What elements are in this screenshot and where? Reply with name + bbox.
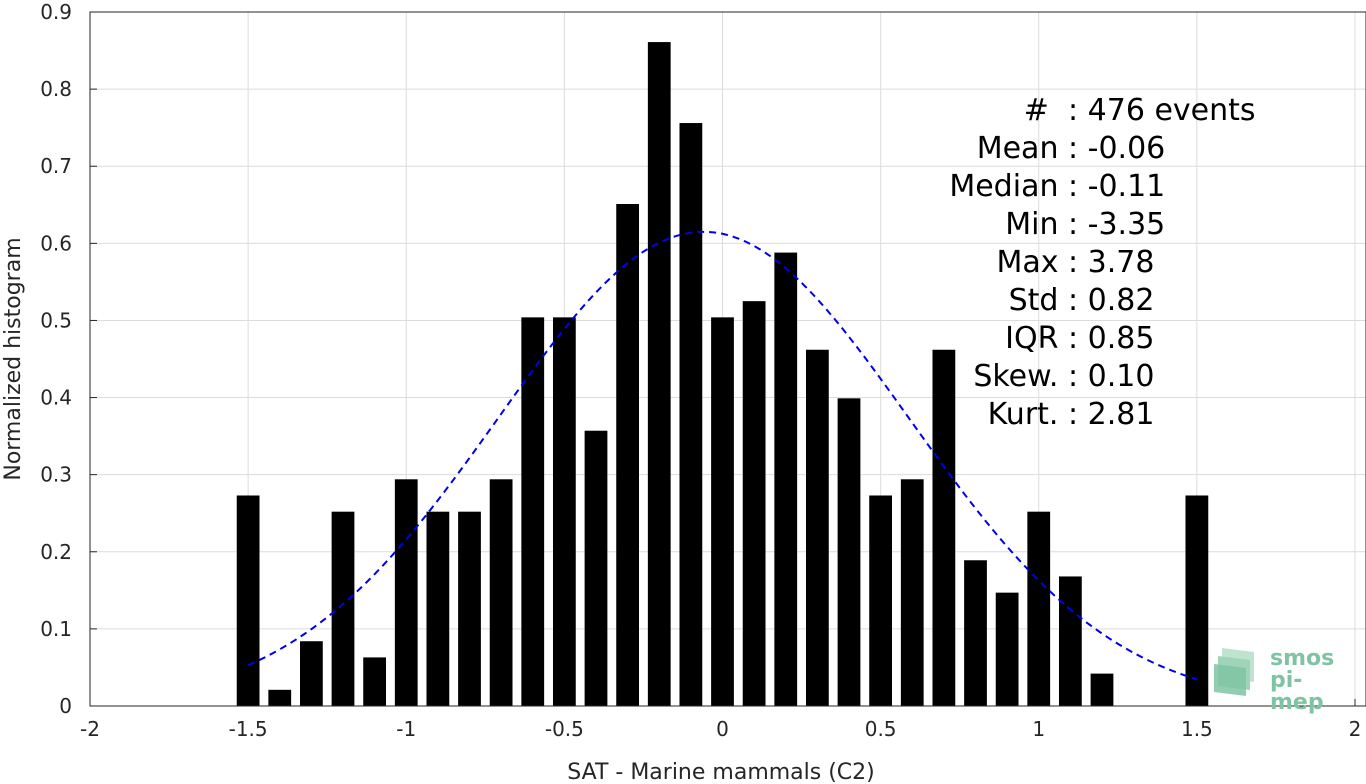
histogram-bar: [837, 398, 861, 706]
histogram-bar: [268, 689, 292, 706]
histogram-bar: [1058, 576, 1082, 706]
histogram-bar: [932, 349, 956, 706]
histogram-bar: [995, 592, 1019, 706]
histogram-bar: [679, 123, 703, 707]
stat-label: Skew.: [973, 359, 1068, 394]
stat-value: : -0.06: [1068, 131, 1166, 166]
stat-label: IQR: [1005, 321, 1068, 356]
stat-value: : 476 events: [1068, 93, 1256, 128]
histogram-bar: [900, 479, 924, 706]
y-tick-label: 0.4: [40, 386, 72, 410]
y-tick-label: 0.1: [40, 617, 72, 641]
histogram-bar: [1185, 495, 1209, 706]
x-tick-label: -2: [80, 717, 100, 741]
logo-line2: pi-mep: [1270, 668, 1324, 715]
stat-value: : 2.81: [1068, 397, 1155, 432]
histogram-bar: [426, 511, 450, 706]
logo-line1: smos: [1270, 646, 1335, 671]
y-axis-label: Normalized histogram: [1, 237, 26, 480]
histogram-bar: [552, 317, 576, 706]
x-tick-label: -0.5: [545, 717, 584, 741]
x-tick-labels: -2 -1.5 -1 -0.5 0 0.5 1 1.5 2: [80, 717, 1361, 741]
histogram-bar: [584, 430, 608, 706]
x-axis-label: SAT - Marine mammals (C2): [567, 760, 875, 784]
y-tick-label: 0.3: [40, 463, 72, 487]
stat-label: Std: [1008, 283, 1068, 318]
logo-mark-icon: [1214, 648, 1254, 696]
x-tick-label: -1.5: [229, 717, 268, 741]
stat-label: Kurt.: [987, 397, 1068, 432]
stat-label: Min: [1005, 207, 1068, 242]
x-tick-label: -1: [396, 717, 416, 741]
normal-fit-curve: [247, 230, 1198, 681]
x-tick-label: 0.5: [865, 717, 897, 741]
histogram-bar: [616, 204, 640, 707]
histogram-bar: [647, 42, 671, 706]
histogram-bar: [363, 657, 387, 706]
histogram-bar: [742, 301, 766, 706]
stat-value: : 0.10: [1068, 359, 1155, 394]
histogram-bar: [394, 479, 418, 706]
stat-label: Mean: [976, 131, 1068, 166]
y-tick-label: 0.7: [40, 154, 72, 178]
histogram-bar: [236, 495, 260, 706]
histogram-bar: [805, 349, 829, 706]
smos-pi-mep-logo: smos pi-mep: [1214, 642, 1354, 714]
x-tick-label: 0: [716, 717, 729, 741]
y-tick-label: 0.9: [40, 0, 72, 24]
histogram-bar: [1090, 673, 1114, 706]
histogram-bar: [869, 495, 893, 706]
stat-value: : 0.85: [1068, 321, 1155, 356]
y-tick-label: 0: [59, 694, 72, 718]
histogram-bar: [711, 317, 734, 706]
histogram-bar: [774, 252, 798, 706]
histogram-bar: [299, 641, 323, 706]
histogram-bar: [964, 560, 987, 706]
stat-label: Max: [996, 245, 1068, 280]
stat-value: : -0.11: [1068, 169, 1166, 204]
x-tick-label: 1: [1032, 717, 1045, 741]
histogram-bar: [458, 511, 481, 706]
y-tick-label: 0.2: [40, 540, 72, 564]
stat-value: : -3.35: [1068, 207, 1166, 242]
x-tick-label: 2: [1349, 717, 1362, 741]
stat-label: Median: [949, 169, 1068, 204]
y-tick-labels: 0 0.1 0.2 0.3 0.4 0.5 0.6 0.7 0.8 0.9: [40, 0, 72, 718]
bar-series: [236, 42, 1209, 707]
y-tick-label: 0.8: [40, 77, 72, 101]
histogram-bar: [521, 317, 545, 706]
y-tick-label: 0.5: [40, 308, 72, 332]
x-tick-label: 1.5: [1181, 717, 1213, 741]
stat-label: #: [1023, 93, 1068, 128]
y-tick-label: 0.6: [40, 231, 72, 255]
axes-box: [89, 11, 1366, 707]
histogram-bar: [1027, 511, 1051, 706]
histogram-bar: [331, 511, 355, 706]
stat-value: : 0.82: [1068, 283, 1155, 318]
stat-value: : 3.78: [1068, 245, 1155, 280]
histogram-bar: [489, 479, 513, 706]
